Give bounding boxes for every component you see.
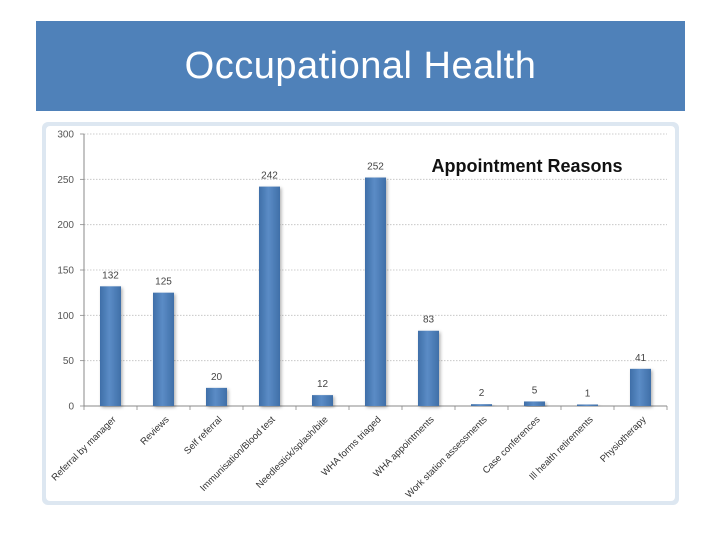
data-label: 242 xyxy=(261,171,278,182)
data-label: 125 xyxy=(155,277,172,288)
bar xyxy=(312,395,333,406)
slide-title: Occupational Health xyxy=(184,44,537,87)
bar xyxy=(153,292,174,406)
chart-panel xyxy=(46,126,675,501)
data-label: 5 xyxy=(532,385,538,396)
category-label: Case conferences xyxy=(481,414,543,476)
data-label: 132 xyxy=(102,270,119,281)
bar xyxy=(630,368,651,406)
category-label: Self referral xyxy=(182,414,225,457)
data-label: 12 xyxy=(317,379,329,390)
y-tick-label: 300 xyxy=(57,130,74,141)
y-tick-label: 150 xyxy=(57,266,74,277)
data-label: 83 xyxy=(423,315,435,326)
data-label: 252 xyxy=(367,162,384,173)
slide-header: Occupational Health xyxy=(36,21,685,111)
bar xyxy=(365,177,386,406)
bar xyxy=(471,404,492,406)
y-tick-label: 250 xyxy=(57,175,74,186)
chart-frame xyxy=(42,122,679,505)
data-label: 1 xyxy=(585,389,591,400)
category-label: Reviews xyxy=(138,414,171,447)
bar xyxy=(206,387,227,406)
data-label: 20 xyxy=(211,372,223,383)
data-label: 2 xyxy=(479,388,485,399)
data-label: 41 xyxy=(635,353,647,364)
category-label: Physiotherapy xyxy=(598,414,649,465)
y-tick-label: 200 xyxy=(57,220,74,231)
bar xyxy=(577,404,598,406)
category-label: Referral by manager xyxy=(50,414,119,483)
bar xyxy=(418,330,439,406)
y-tick-label: 0 xyxy=(68,402,74,413)
chart-title: Appointment Reasons xyxy=(431,156,622,176)
bar xyxy=(259,186,280,406)
y-tick-label: 50 xyxy=(63,356,75,367)
bar xyxy=(524,401,545,406)
bar xyxy=(100,286,121,406)
y-tick-label: 100 xyxy=(57,311,74,322)
